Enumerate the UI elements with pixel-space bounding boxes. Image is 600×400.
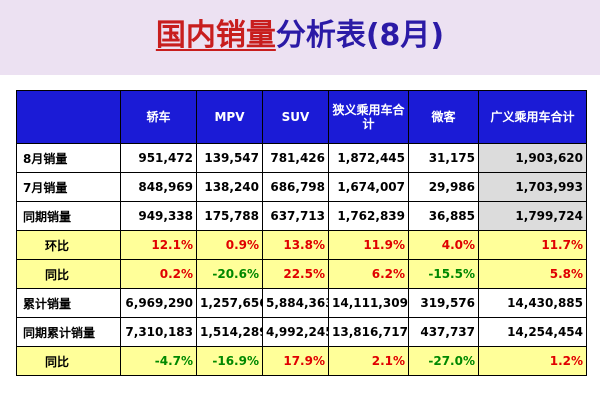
sales-table: 轿车 MPV SUV 狭义乘用车合计 微客 广义乘用车合计 8月销量 951,4… [16, 90, 587, 376]
table-cell: -20.6% [196, 259, 263, 289]
table-cell: 175,788 [196, 201, 263, 231]
table-cell: 6,969,290 [120, 288, 197, 318]
table-cell: 2.1% [328, 346, 409, 376]
table-cell: 4,992,245 [262, 317, 329, 347]
row-label: 同比 [16, 259, 121, 289]
table-cell: 637,713 [262, 201, 329, 231]
table-cell: 0.9% [196, 230, 263, 260]
header-cell-corner [16, 90, 121, 144]
table-cell: -16.9% [196, 346, 263, 376]
table-cell: 5.8% [478, 259, 587, 289]
header-cell-broad-total: 广义乘用车合计 [478, 90, 587, 144]
table-cell: 1,257,656 [196, 288, 263, 318]
table-cell: 7,310,183 [120, 317, 197, 347]
title-part-analysis: 分析表(8月) [275, 18, 445, 53]
table-cell: -4.7% [120, 346, 197, 376]
table-cell: 1,903,620 [478, 143, 587, 173]
row-label: 同比 [16, 346, 121, 376]
table-row: 累计销量 6,969,290 1,257,656 5,884,363 14,11… [16, 288, 587, 318]
table-cell: 949,338 [120, 201, 197, 231]
table-cell: 1,872,445 [328, 143, 409, 173]
table-cell: -27.0% [408, 346, 479, 376]
table-cell: 781,426 [262, 143, 329, 173]
table-cell: 5,884,363 [262, 288, 329, 318]
row-label: 8月销量 [16, 143, 121, 173]
table-cell: 951,472 [120, 143, 197, 173]
table-row: 环比 12.1% 0.9% 13.8% 11.9% 4.0% 11.7% [16, 230, 587, 260]
table-cell: 22.5% [262, 259, 329, 289]
table-cell: 1,762,839 [328, 201, 409, 231]
table-cell: 12.1% [120, 230, 197, 260]
table-cell: 31,175 [408, 143, 479, 173]
table-row: 同期销量 949,338 175,788 637,713 1,762,839 3… [16, 201, 587, 231]
table-cell: 36,885 [408, 201, 479, 231]
table-cell: 13,816,717 [328, 317, 409, 347]
header-cell-narrow-total: 狭义乘用车合计 [328, 90, 409, 144]
row-label: 累计销量 [16, 288, 121, 318]
title-band [0, 0, 600, 75]
table-cell: 17.9% [262, 346, 329, 376]
table-row: 8月销量 951,472 139,547 781,426 1,872,445 3… [16, 143, 587, 173]
row-label: 同期累计销量 [16, 317, 121, 347]
row-label: 环比 [16, 230, 121, 260]
table-cell: 1,514,289 [196, 317, 263, 347]
header-cell-mpv: MPV [196, 90, 263, 144]
table-cell: 11.9% [328, 230, 409, 260]
table-cell: 686,798 [262, 172, 329, 202]
table-cell: 13.8% [262, 230, 329, 260]
table-row: 同期累计销量 7,310,183 1,514,289 4,992,245 13,… [16, 317, 587, 347]
table-cell: 14,430,885 [478, 288, 587, 318]
table-row: 同比 0.2% -20.6% 22.5% 6.2% -15.5% 5.8% [16, 259, 587, 289]
header-cell-suv: SUV [262, 90, 329, 144]
table-cell: 4.0% [408, 230, 479, 260]
table-cell: 319,576 [408, 288, 479, 318]
header-row: 轿车 MPV SUV 狭义乘用车合计 微客 广义乘用车合计 [16, 90, 587, 144]
table-row: 同比 -4.7% -16.9% 17.9% 2.1% -27.0% 1.2% [16, 346, 587, 376]
table-cell: 11.7% [478, 230, 587, 260]
table-cell: -15.5% [408, 259, 479, 289]
table-cell: 437,737 [408, 317, 479, 347]
table-cell: 14,254,454 [478, 317, 587, 347]
table-cell: 0.2% [120, 259, 197, 289]
table-cell: 1,703,993 [478, 172, 587, 202]
title-part-domestic-sales: 国内销量 [155, 18, 276, 53]
table-cell: 29,986 [408, 172, 479, 202]
row-label: 同期销量 [16, 201, 121, 231]
table-cell: 6.2% [328, 259, 409, 289]
row-label: 7月销量 [16, 172, 121, 202]
table-row: 7月销量 848,969 138,240 686,798 1,674,007 2… [16, 172, 587, 202]
table-cell: 848,969 [120, 172, 197, 202]
table-cell: 14,111,309 [328, 288, 409, 318]
header-cell-minivan: 微客 [408, 90, 479, 144]
header-cell-sedan: 轿车 [120, 90, 197, 144]
table-cell: 139,547 [196, 143, 263, 173]
table-cell: 1,674,007 [328, 172, 409, 202]
table-cell: 1,799,724 [478, 201, 587, 231]
table-cell: 138,240 [196, 172, 263, 202]
table-cell: 1.2% [478, 346, 587, 376]
page-title: 国内销量分析表(8月) [0, 14, 600, 58]
